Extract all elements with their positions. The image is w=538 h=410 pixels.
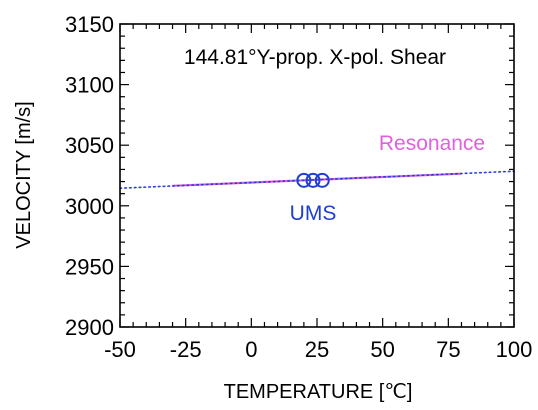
x-tick-label: 100	[496, 337, 533, 362]
y-tick-label: 3150	[65, 12, 114, 37]
ums-point	[314, 172, 330, 188]
tick-labels: -50 -25 0 25 50 75 100 2900 2950 3000 3050 3100 3150	[65, 12, 532, 362]
x-axis-title: TEMPERATURE [℃]	[224, 381, 413, 403]
x-tick-label: 25	[305, 337, 329, 362]
y-tick-label: 2950	[65, 254, 114, 279]
chart-title: 144.81°Y-prop. X-pol. Shear	[184, 46, 446, 69]
y-tick-label: 2900	[65, 315, 114, 340]
x-tick-label: 50	[370, 337, 394, 362]
y-tick-label: 3000	[65, 194, 114, 219]
x-tick-label: 0	[245, 337, 257, 362]
x-tick-label: -50	[104, 337, 136, 362]
resonance-label: Resonance	[379, 132, 485, 155]
fit-dotted-line	[119, 170, 515, 190]
y-axis-title: VELOCITY [m/s]	[13, 101, 35, 248]
plot-series	[119, 170, 515, 190]
x-tick-label: -25	[170, 337, 202, 362]
plot-frame	[119, 23, 515, 328]
x-tick-label: 75	[436, 337, 460, 362]
y-tick-label: 3050	[65, 133, 114, 158]
y-tick-label: 3100	[65, 73, 114, 98]
ums-label: UMS	[290, 202, 337, 225]
